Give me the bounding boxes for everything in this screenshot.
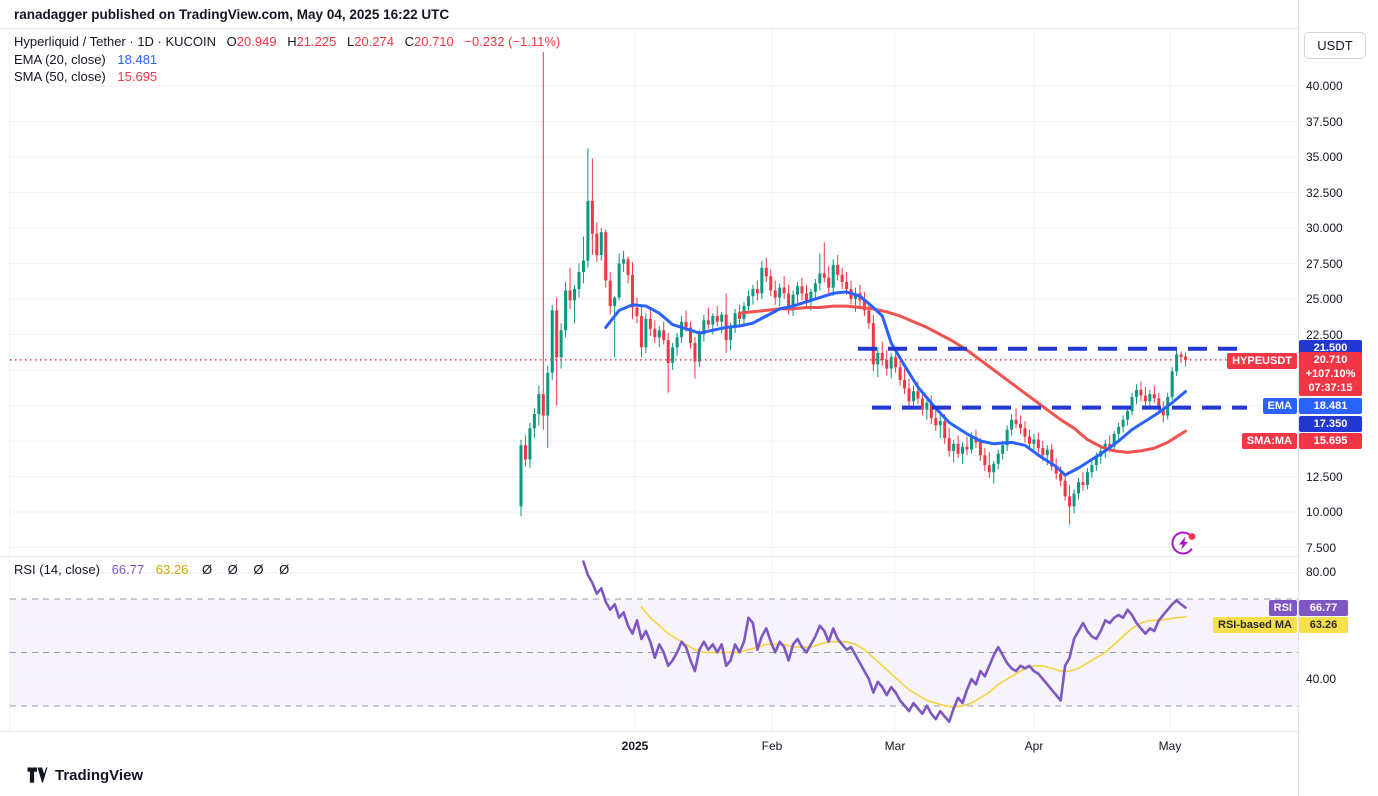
axis-tick-label: 37.500 [1306, 114, 1343, 129]
sma-legend-value: 15.695 [117, 69, 158, 84]
time-label-2025: 2025 [621, 739, 649, 753]
time-label-may: May [1158, 739, 1182, 753]
axis-tick-label: 80.00 [1306, 565, 1337, 580]
time-label-feb: Feb [761, 739, 783, 753]
rsi-based-ma-line [640, 606, 1187, 708]
tradingview-brand[interactable]: TradingView [27, 766, 143, 785]
sma-axis-value[interactable]: 15.695 [1299, 433, 1362, 449]
candlestick-series[interactable] [519, 51, 1188, 525]
axis-tick-label: 27.500 [1306, 256, 1343, 271]
ohlc-high-key: H [287, 34, 297, 49]
axis-tick-label: 32.500 [1306, 185, 1343, 200]
axis-tick-label: 12.500 [1306, 469, 1343, 484]
time-axis-divider [0, 731, 1378, 732]
change-percent-value: +107.10% [1305, 368, 1356, 380]
time-label-apr: Apr [1024, 739, 1044, 753]
ohlc-close-value: 20.710 [413, 34, 454, 49]
axis-tick-label: 40.000 [1306, 79, 1343, 93]
header-divider [0, 28, 1298, 29]
rsi-hidden-plots: Ø Ø Ø Ø [201, 562, 296, 577]
axis-tick-label: 10.000 [1306, 505, 1343, 519]
main-gridlines [10, 28, 1298, 556]
rsi-legend[interactable]: RSI (14, close) 66.77 63.26 Ø Ø Ø Ø [14, 562, 295, 577]
change-value: −0.232 (−1.11%) [464, 34, 561, 49]
sma-legend-title[interactable]: SMA (50, close) [14, 69, 106, 84]
rsi-ma-line-tag[interactable]: RSI-based MA [1213, 617, 1297, 633]
symbol-legend-row[interactable]: Hyperliquid / Tether · 1D · KUCOIN O20.9… [14, 33, 560, 51]
publish-attribution-line: ranadagger published on TradingView.com,… [14, 7, 450, 22]
main-price-pane[interactable] [0, 28, 1298, 556]
ohlc-open-key: O [226, 34, 237, 49]
ohlc-open-value: 20.949 [236, 34, 277, 49]
sma-line-tag[interactable]: SMA:MA [1241, 433, 1297, 449]
rsi-ma-legend-value: 63.26 [155, 562, 189, 577]
ema-axis-value[interactable]: 18.481 [1299, 398, 1362, 414]
rsi-line [582, 560, 1187, 724]
time-label-mar: Mar [884, 739, 906, 753]
axis-tick-label: 25.000 [1306, 292, 1343, 306]
ema-20-line [604, 290, 1187, 477]
last-price-value: 20.710 [1313, 354, 1348, 366]
rsi-line-tag[interactable]: RSI [1268, 600, 1297, 616]
rsi-pane[interactable] [0, 557, 1298, 731]
lower-level-price-label[interactable]: 17.350 [1299, 416, 1362, 432]
axis-tick-label: 35.000 [1306, 150, 1343, 164]
bar-countdown: 07:37:15 [1308, 382, 1353, 394]
pane-divider[interactable] [0, 556, 1378, 557]
ema-legend-row[interactable]: EMA (20, close) 18.481 [14, 51, 560, 69]
symbol-price-line-tag[interactable]: HYPEUSDT [1227, 353, 1297, 369]
axis-tick-label: 22.500 [1306, 327, 1343, 342]
rsi-axis-value[interactable]: 66.77 [1299, 600, 1348, 616]
tradingview-logo-icon [27, 767, 48, 783]
symbol-title[interactable]: Hyperliquid / Tether · 1D · KUCOIN [14, 34, 217, 49]
axis-tick-label: 40.00 [1306, 672, 1337, 687]
ohlc-high-value: 21.225 [296, 34, 337, 49]
notification-dot [1188, 533, 1196, 540]
ohlc-low-key: L [346, 34, 355, 49]
ohlc-close-key: C [404, 34, 414, 49]
rsi-legend-title[interactable]: RSI (14, close) [14, 562, 100, 577]
tradingview-brand-text: TradingView [55, 767, 144, 784]
currency-toggle-button[interactable]: USDT [1304, 32, 1366, 59]
flash-reaction-icon[interactable] [1169, 528, 1199, 558]
ema-line-tag[interactable]: EMA [1262, 398, 1297, 414]
ema-legend-value: 18.481 [117, 51, 158, 67]
left-pane-edge [9, 28, 10, 731]
axis-tick-label: 7.500 [1306, 540, 1337, 555]
lightning-bolt-icon [1179, 536, 1188, 550]
ohlc-low-value: 20.274 [354, 34, 394, 49]
axis-tick-label: 30.000 [1306, 221, 1343, 235]
rsi-legend-value: 66.77 [111, 562, 145, 577]
last-price-axis-label[interactable]: 20.710 +107.10% 07:37:15 [1299, 352, 1362, 396]
sma-legend-row[interactable]: SMA (50, close) 15.695 [14, 68, 560, 86]
ema-legend-title[interactable]: EMA (20, close) [14, 51, 106, 67]
rsi-ma-axis-value[interactable]: 63.26 [1299, 617, 1348, 633]
main-legend[interactable]: Hyperliquid / Tether · 1D · KUCOIN O20.9… [14, 33, 560, 86]
